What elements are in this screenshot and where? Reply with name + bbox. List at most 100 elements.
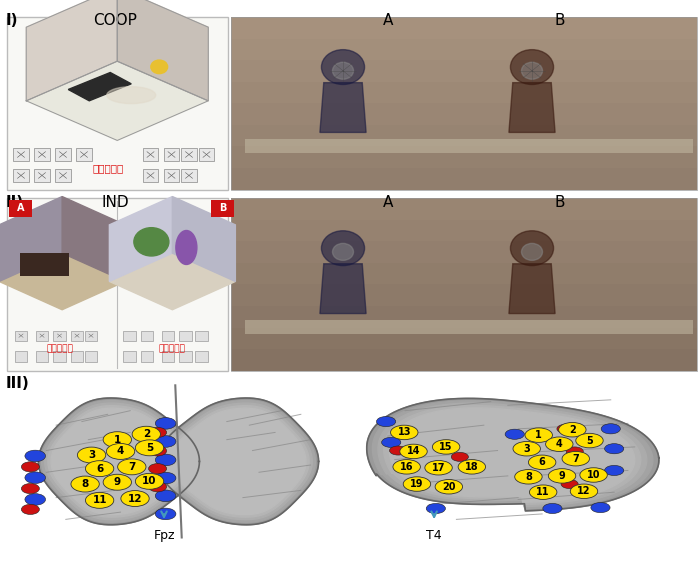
- Text: B: B: [554, 13, 566, 28]
- FancyBboxPatch shape: [231, 328, 696, 349]
- Circle shape: [591, 503, 610, 513]
- Text: B: B: [554, 195, 566, 211]
- Circle shape: [135, 473, 164, 489]
- Polygon shape: [389, 408, 635, 503]
- Circle shape: [510, 231, 554, 265]
- Polygon shape: [69, 72, 132, 101]
- FancyBboxPatch shape: [181, 148, 197, 161]
- Text: III): III): [6, 376, 29, 392]
- FancyBboxPatch shape: [34, 148, 50, 161]
- FancyBboxPatch shape: [179, 351, 192, 362]
- Circle shape: [425, 461, 452, 475]
- Circle shape: [566, 447, 583, 456]
- FancyBboxPatch shape: [231, 198, 696, 220]
- Circle shape: [525, 428, 552, 443]
- Text: 10: 10: [142, 477, 157, 486]
- FancyBboxPatch shape: [71, 351, 83, 362]
- FancyBboxPatch shape: [9, 200, 32, 217]
- Circle shape: [148, 446, 167, 456]
- FancyBboxPatch shape: [231, 147, 696, 168]
- Polygon shape: [48, 406, 190, 517]
- FancyBboxPatch shape: [211, 200, 234, 217]
- FancyBboxPatch shape: [162, 331, 174, 341]
- Circle shape: [155, 508, 176, 520]
- Circle shape: [155, 418, 176, 429]
- Text: 20: 20: [442, 482, 456, 492]
- Circle shape: [452, 452, 468, 461]
- Text: T4: T4: [426, 529, 442, 542]
- Circle shape: [605, 444, 624, 454]
- Circle shape: [155, 436, 176, 447]
- Polygon shape: [0, 196, 62, 281]
- Polygon shape: [45, 403, 193, 520]
- Text: 完成！！！: 完成！！！: [158, 345, 185, 354]
- Circle shape: [561, 479, 578, 488]
- FancyBboxPatch shape: [231, 60, 696, 82]
- Polygon shape: [509, 264, 555, 314]
- Text: 5: 5: [146, 443, 153, 453]
- Circle shape: [513, 441, 540, 456]
- Text: A: A: [384, 195, 393, 211]
- Text: 1: 1: [536, 430, 542, 440]
- Circle shape: [605, 465, 624, 475]
- FancyBboxPatch shape: [231, 103, 696, 125]
- Polygon shape: [109, 196, 172, 281]
- Polygon shape: [320, 83, 366, 132]
- FancyBboxPatch shape: [53, 351, 66, 362]
- Circle shape: [391, 425, 418, 440]
- Text: A: A: [17, 203, 24, 213]
- Ellipse shape: [176, 230, 197, 264]
- Text: 15: 15: [440, 442, 453, 452]
- FancyBboxPatch shape: [179, 331, 192, 341]
- Text: Fpz: Fpz: [153, 529, 175, 542]
- Polygon shape: [38, 398, 200, 525]
- Circle shape: [377, 417, 395, 427]
- Circle shape: [106, 444, 134, 460]
- FancyBboxPatch shape: [7, 198, 228, 371]
- Circle shape: [400, 444, 427, 458]
- Circle shape: [85, 492, 114, 508]
- Circle shape: [103, 474, 132, 490]
- Circle shape: [71, 476, 99, 492]
- Circle shape: [548, 469, 576, 483]
- Text: 6: 6: [96, 464, 103, 474]
- Polygon shape: [158, 398, 318, 525]
- Text: 11: 11: [536, 487, 550, 497]
- FancyBboxPatch shape: [181, 169, 197, 182]
- Circle shape: [148, 482, 167, 492]
- Text: 18: 18: [465, 462, 479, 472]
- FancyBboxPatch shape: [20, 253, 69, 276]
- Text: IND: IND: [102, 195, 130, 211]
- Circle shape: [103, 432, 132, 448]
- Circle shape: [155, 490, 176, 501]
- FancyBboxPatch shape: [231, 306, 696, 328]
- Text: 7: 7: [128, 462, 136, 472]
- Circle shape: [148, 427, 167, 438]
- Circle shape: [562, 452, 589, 466]
- Polygon shape: [384, 405, 640, 504]
- Circle shape: [85, 461, 114, 477]
- FancyBboxPatch shape: [53, 331, 66, 341]
- FancyBboxPatch shape: [141, 351, 153, 362]
- FancyBboxPatch shape: [231, 349, 696, 371]
- FancyBboxPatch shape: [164, 148, 179, 161]
- Text: 17: 17: [432, 463, 445, 473]
- FancyBboxPatch shape: [36, 351, 48, 362]
- Text: 完成！！！: 完成！！！: [46, 345, 73, 354]
- Text: 8: 8: [81, 479, 89, 489]
- Text: 11: 11: [92, 495, 107, 505]
- FancyBboxPatch shape: [199, 148, 214, 161]
- Circle shape: [601, 424, 620, 434]
- Ellipse shape: [106, 87, 155, 104]
- Circle shape: [545, 437, 573, 452]
- Circle shape: [393, 460, 421, 474]
- FancyBboxPatch shape: [231, 241, 696, 263]
- Circle shape: [155, 472, 176, 484]
- Text: A: A: [384, 13, 393, 28]
- Circle shape: [332, 62, 354, 79]
- Text: B: B: [219, 203, 226, 213]
- Polygon shape: [172, 196, 235, 281]
- Circle shape: [78, 447, 106, 463]
- Text: COOP: COOP: [94, 13, 137, 28]
- Circle shape: [151, 60, 168, 74]
